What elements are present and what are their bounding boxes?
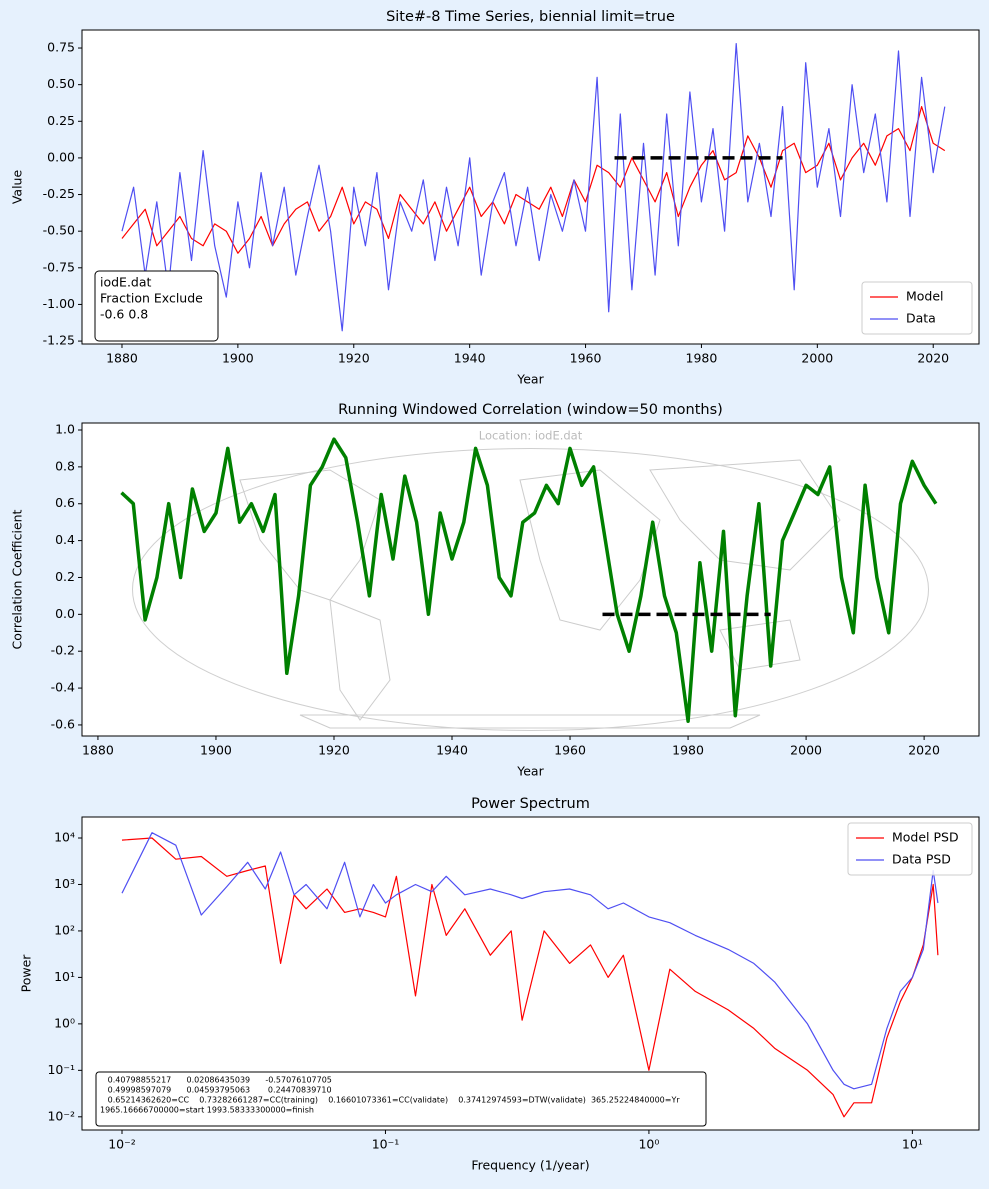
y-tick-label: -1.25 bbox=[43, 333, 75, 348]
y-tick-label: 0.4 bbox=[55, 532, 75, 547]
y-tick-label: 0.75 bbox=[47, 40, 75, 55]
text-box-line: 1965.16666700000=start 1993.58333300000=… bbox=[100, 1106, 314, 1115]
text-box-line: 0.65214362620=CC 0.73282661287=CC(traini… bbox=[100, 1096, 680, 1105]
y-tick-label: 10² bbox=[54, 922, 75, 937]
data-line bbox=[121, 106, 946, 254]
y-tick-label: 0.6 bbox=[55, 495, 75, 510]
plot-area bbox=[82, 423, 979, 736]
y-tick-label: 10³ bbox=[54, 876, 75, 891]
y-tick-label: 0.25 bbox=[47, 113, 75, 128]
map-outline bbox=[132, 448, 929, 731]
y-tick-label: -0.6 bbox=[51, 716, 75, 731]
y-tick-label: 0.50 bbox=[47, 76, 75, 91]
y-tick-label: -0.2 bbox=[51, 643, 75, 658]
y-tick-label: 10⁻¹ bbox=[47, 1062, 75, 1077]
text-box-line: -0.6 0.8 bbox=[100, 307, 148, 322]
y-tick-label: -0.75 bbox=[43, 259, 75, 274]
x-tick-label: 1880 bbox=[106, 351, 138, 366]
x-tick-label: 1940 bbox=[454, 351, 486, 366]
y-axis-label: Correlation Coefficient bbox=[10, 509, 25, 649]
x-tick-label: 2020 bbox=[917, 351, 949, 366]
text-box-line: Fraction Exclude bbox=[100, 291, 203, 306]
x-tick-label: 10⁻² bbox=[108, 1137, 136, 1152]
x-tick-label: 2000 bbox=[790, 743, 822, 758]
legend-box bbox=[847, 822, 973, 876]
data-line bbox=[120, 437, 938, 724]
legend-label: Model bbox=[906, 289, 944, 304]
y-tick-label: -1.00 bbox=[43, 296, 75, 311]
plot-frame bbox=[81, 816, 980, 1131]
text-box-frame bbox=[95, 1071, 707, 1127]
x-tick-label: 1880 bbox=[82, 743, 114, 758]
y-axis-label: Power bbox=[19, 954, 34, 993]
data-line bbox=[121, 832, 939, 1090]
y-tick-label: 10⁻² bbox=[47, 1108, 75, 1123]
x-tick-label: 1900 bbox=[200, 743, 232, 758]
x-tick-label: 1980 bbox=[672, 743, 704, 758]
x-axis-label: Year bbox=[516, 764, 544, 779]
y-tick-label: 0.8 bbox=[55, 458, 75, 473]
x-tick-label: 1960 bbox=[570, 351, 602, 366]
text-box-line: iodE.dat bbox=[100, 275, 152, 290]
x-tick-label: 2020 bbox=[908, 743, 940, 758]
x-tick-label: 1920 bbox=[338, 351, 370, 366]
y-tick-label: 10⁰ bbox=[54, 1015, 75, 1030]
map-land bbox=[519, 469, 661, 631]
legend-box bbox=[861, 281, 973, 335]
legend-label: Data bbox=[906, 311, 936, 326]
y-tick-label: 10⁴ bbox=[54, 829, 75, 844]
x-tick-label: 2000 bbox=[801, 351, 833, 366]
text-box-line: 0.40798855217 0.02086435039 -0.570761077… bbox=[100, 1076, 332, 1085]
y-axis-label: Value bbox=[10, 170, 25, 205]
x-tick-label: 1960 bbox=[554, 743, 586, 758]
y-tick-label: 0.0 bbox=[55, 606, 75, 621]
chart-title: Running Windowed Correlation (window=50 … bbox=[338, 402, 723, 418]
x-axis-label: Frequency (1/year) bbox=[471, 1158, 589, 1173]
map-land bbox=[329, 599, 391, 721]
map-land bbox=[239, 469, 381, 601]
y-tick-label: 10¹ bbox=[54, 969, 75, 984]
x-tick-label: 1900 bbox=[222, 351, 254, 366]
x-tick-label: 10⁻¹ bbox=[372, 1137, 400, 1152]
y-tick-label: 0.00 bbox=[47, 149, 75, 164]
x-tick-label: 10¹ bbox=[902, 1137, 923, 1152]
map-label: Location: iodE.dat bbox=[479, 429, 583, 443]
x-tick-label: 1980 bbox=[686, 351, 718, 366]
map-land bbox=[649, 459, 841, 571]
plot-frame bbox=[81, 29, 980, 345]
x-tick-label: 1940 bbox=[436, 743, 468, 758]
y-tick-label: -0.50 bbox=[43, 223, 75, 238]
data-line bbox=[121, 837, 939, 1118]
y-tick-label: -0.25 bbox=[43, 186, 75, 201]
x-axis-label: Year bbox=[516, 372, 544, 387]
legend-label: Data PSD bbox=[892, 852, 951, 867]
text-box: 0.40798855217 0.02086435039 -0.570761077… bbox=[95, 1071, 707, 1127]
data-line bbox=[121, 43, 946, 332]
y-tick-label: 1.0 bbox=[55, 422, 75, 437]
x-tick-label: 1920 bbox=[318, 743, 350, 758]
chart-title: Site#-8 Time Series, biennial limit=true bbox=[386, 9, 675, 25]
x-tick-label: 10⁰ bbox=[638, 1137, 659, 1152]
map-land bbox=[299, 714, 761, 729]
y-tick-label: -0.4 bbox=[51, 680, 75, 695]
legend-label: Model PSD bbox=[892, 830, 959, 845]
chart-title: Power Spectrum bbox=[471, 796, 590, 812]
y-tick-label: 0.2 bbox=[55, 569, 75, 584]
text-box-line: 0.49998597079 0.04593795063 0.2447083971… bbox=[100, 1086, 332, 1095]
text-box-frame bbox=[94, 270, 219, 342]
plot-area bbox=[82, 30, 979, 344]
plot-frame bbox=[81, 422, 980, 737]
